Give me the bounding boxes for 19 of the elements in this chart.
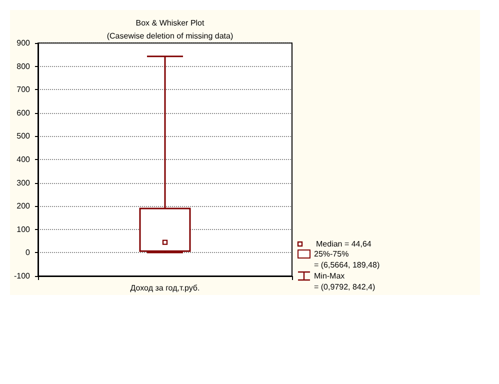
x-tick-label: Доход за год,т.руб. — [130, 284, 200, 292]
y-tick-label: 700 — [16, 85, 31, 94]
y-tick-label: 0 — [26, 248, 31, 258]
y-tick-label: -100 — [14, 272, 31, 280]
y-tick-label: 300 — [16, 178, 31, 188]
y-tick-label: 100 — [16, 224, 31, 234]
text: 25%-75% — [314, 250, 349, 258]
text: = (6,5664, 189,48) — [314, 260, 380, 270]
chart-title: Box & Whisker Plot — [136, 18, 206, 28]
text: Min-Max — [314, 272, 345, 280]
y-tick-label: 900 — [16, 38, 31, 48]
y-tick-label: 200 — [16, 202, 31, 211]
chart-subtitle: (Casewise deletion of missing data) — [106, 32, 234, 40]
y-tick-label: 600 — [16, 108, 31, 118]
y-tick-label: 800 — [16, 62, 31, 71]
y-tick-label: 400 — [16, 155, 31, 164]
text: = (0,9792, 842,4) — [314, 282, 376, 292]
y-tick-label: 500 — [16, 132, 31, 141]
text: Median = 44,64 — [316, 240, 372, 248]
